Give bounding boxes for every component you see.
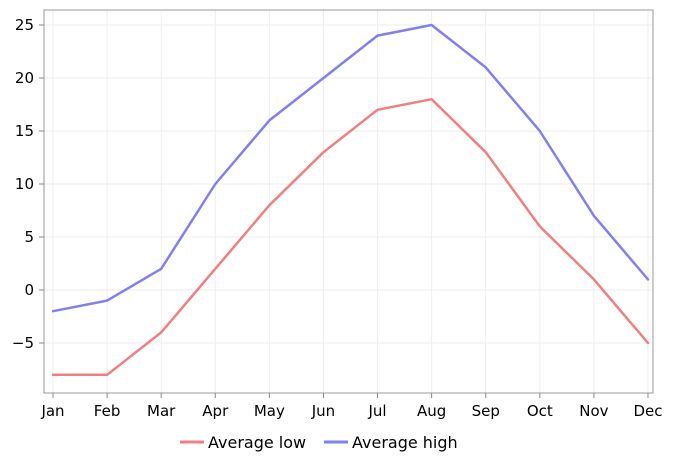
x-tick-label: Jan bbox=[40, 402, 64, 420]
x-tick-label: Sep bbox=[472, 402, 500, 420]
series-lines bbox=[51, 23, 650, 377]
x-axis: Jan Feb Mar Apr May Jun Jul Aug Sep Oct Nov Dec bbox=[40, 393, 663, 420]
y-tick-label: 10 bbox=[15, 175, 34, 193]
x-tick-label: Nov bbox=[579, 402, 608, 420]
y-tick-label: 0 bbox=[24, 281, 34, 299]
y-tick-label: 25 bbox=[15, 16, 34, 34]
x-tick-label: Apr bbox=[202, 402, 229, 420]
y-axis: 25 20 15 10 5 0 −5 bbox=[12, 16, 44, 352]
series-line-average-low bbox=[51, 97, 650, 377]
x-tick-label: May bbox=[254, 402, 285, 420]
y-tick-label: −5 bbox=[12, 334, 34, 352]
plot-area bbox=[43, 9, 654, 394]
series-line-average-high bbox=[51, 23, 650, 313]
x-tick-label: Dec bbox=[633, 402, 662, 420]
y-tick-label: 15 bbox=[15, 122, 34, 140]
y-tick-label: 20 bbox=[15, 69, 34, 87]
x-tick-label: Feb bbox=[94, 402, 121, 420]
x-tick-label: Aug bbox=[417, 402, 446, 420]
legend: Average low Average high bbox=[180, 433, 458, 452]
gridlines bbox=[44, 10, 653, 393]
x-tick-label: Jun bbox=[311, 402, 335, 420]
x-tick-label: Jul bbox=[367, 402, 386, 420]
x-tick-label: Mar bbox=[147, 402, 176, 420]
legend-label: Average high bbox=[352, 433, 458, 452]
legend-label: Average low bbox=[208, 433, 306, 452]
y-tick-label: 5 bbox=[24, 228, 34, 246]
x-tick-label: Oct bbox=[527, 402, 553, 420]
